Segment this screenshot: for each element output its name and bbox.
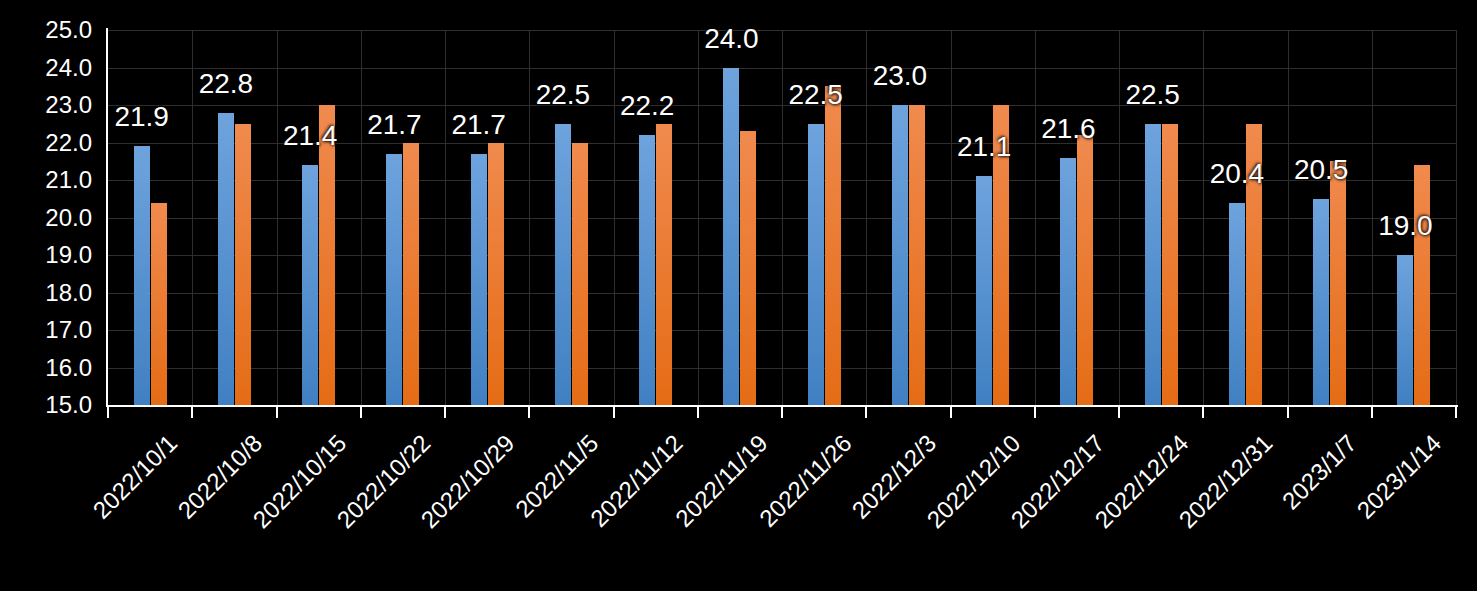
data-label: 22.2 [620, 91, 675, 121]
data-label: 21.9 [114, 102, 169, 132]
data-label: 23.0 [873, 61, 928, 91]
bar-blue-2022/10/29 [471, 154, 487, 405]
y-tick-label: 24.0 [6, 54, 92, 82]
bar-chart: 25.0 24.0 23.0 22.0 21.0 20.0 19.0 18.0 17.0 16.0… [0, 0, 1477, 591]
bar-orange-2022/10/1 [151, 203, 167, 406]
data-label: 21.7 [367, 110, 422, 140]
y-tick-label: 25.0 [6, 16, 92, 44]
x-axis-tick [444, 407, 446, 418]
v-gridline [1035, 30, 1036, 405]
x-tick-label: 2022/10/1 [89, 430, 183, 524]
x-axis-tick [781, 407, 783, 418]
data-label: 20.4 [1210, 159, 1265, 189]
bar-blue-2022/11/26 [808, 124, 824, 405]
y-tick-label: 21.0 [6, 166, 92, 194]
data-label: 21.4 [283, 121, 338, 151]
bar-blue-2022/11/12 [639, 135, 655, 405]
v-gridline [698, 30, 699, 405]
x-axis-tick [950, 407, 952, 418]
data-label: 21.6 [1041, 114, 1096, 144]
x-axis-tick [528, 407, 530, 418]
y-tick-label: 23.0 [6, 91, 92, 119]
x-axis-tick [191, 407, 193, 418]
data-label: 22.5 [788, 80, 843, 110]
data-label: 20.5 [1294, 155, 1349, 185]
x-axis-tick [1371, 407, 1373, 418]
v-gridline [782, 30, 783, 405]
bar-orange-2022/12/24 [1162, 124, 1178, 405]
x-axis-tick [1118, 407, 1120, 418]
bar-orange-2023/1/14 [1414, 165, 1430, 405]
y-tick-label: 16.0 [6, 354, 92, 382]
v-gridline [1119, 30, 1120, 405]
bar-blue-2022/12/31 [1229, 203, 1245, 406]
bar-blue-2022/12/10 [976, 176, 992, 405]
v-gridline [192, 30, 193, 405]
v-gridline [1203, 30, 1204, 405]
bar-blue-2022/11/5 [555, 124, 571, 405]
x-axis-tick [360, 407, 362, 418]
bar-orange-2022/10/29 [488, 143, 504, 406]
v-gridline [866, 30, 867, 405]
bar-orange-2022/11/19 [740, 131, 756, 405]
bar-blue-2022/12/24 [1145, 124, 1161, 405]
bar-orange-2022/12/3 [909, 105, 925, 405]
bar-blue-2023/1/14 [1397, 255, 1413, 405]
y-tick-label: 20.0 [6, 204, 92, 232]
data-label: 21.7 [451, 110, 506, 140]
data-label: 22.5 [1125, 80, 1180, 110]
bar-blue-2022/12/3 [892, 105, 908, 405]
x-axis-tick [1202, 407, 1204, 418]
bar-orange-2022/11/12 [656, 124, 672, 405]
bar-blue-2022/10/22 [386, 154, 402, 405]
v-gridline [1456, 30, 1457, 405]
v-gridline [1288, 30, 1289, 405]
x-axis-tick [1287, 407, 1289, 418]
y-tick-label: 17.0 [6, 316, 92, 344]
y-tick-label: 15.0 [6, 391, 92, 419]
v-gridline [277, 30, 278, 405]
x-axis-tick [865, 407, 867, 418]
x-tick-label: 2023/1/7 [1278, 430, 1362, 514]
x-axis-tick [1455, 407, 1457, 418]
y-axis-line [106, 28, 108, 407]
v-gridline [445, 30, 446, 405]
v-gridline [951, 30, 952, 405]
x-axis-tick [1034, 407, 1036, 418]
bar-orange-2023/1/7 [1330, 161, 1346, 405]
bar-blue-2022/10/1 [134, 146, 150, 405]
bar-orange-2022/12/17 [1077, 135, 1093, 405]
data-label: 22.5 [536, 80, 591, 110]
bar-orange-2022/11/5 [572, 143, 588, 406]
y-tick-label: 18.0 [6, 279, 92, 307]
bar-orange-2022/11/26 [825, 86, 841, 405]
bar-blue-2022/10/15 [302, 165, 318, 405]
v-gridline [614, 30, 615, 405]
data-label: 21.1 [957, 132, 1012, 162]
bar-blue-2022/12/17 [1060, 158, 1076, 406]
x-axis-tick [107, 407, 109, 418]
v-gridline [361, 30, 362, 405]
bar-orange-2022/10/22 [403, 143, 419, 406]
x-axis-tick [697, 407, 699, 418]
x-axis-tick [276, 407, 278, 418]
bar-blue-2022/11/19 [723, 68, 739, 406]
y-tick-label: 22.0 [6, 129, 92, 157]
bar-blue-2023/1/7 [1313, 199, 1329, 405]
v-gridline [1372, 30, 1373, 405]
y-tick-label: 19.0 [6, 241, 92, 269]
v-gridline [529, 30, 530, 405]
x-tick-label: 2023/1/14 [1352, 430, 1446, 524]
x-axis-tick [613, 407, 615, 418]
data-label: 22.8 [199, 69, 254, 99]
bar-blue-2022/10/8 [218, 113, 234, 406]
data-label: 24.0 [704, 24, 759, 54]
data-label: 19.0 [1378, 211, 1433, 241]
bar-orange-2022/10/8 [235, 124, 251, 405]
